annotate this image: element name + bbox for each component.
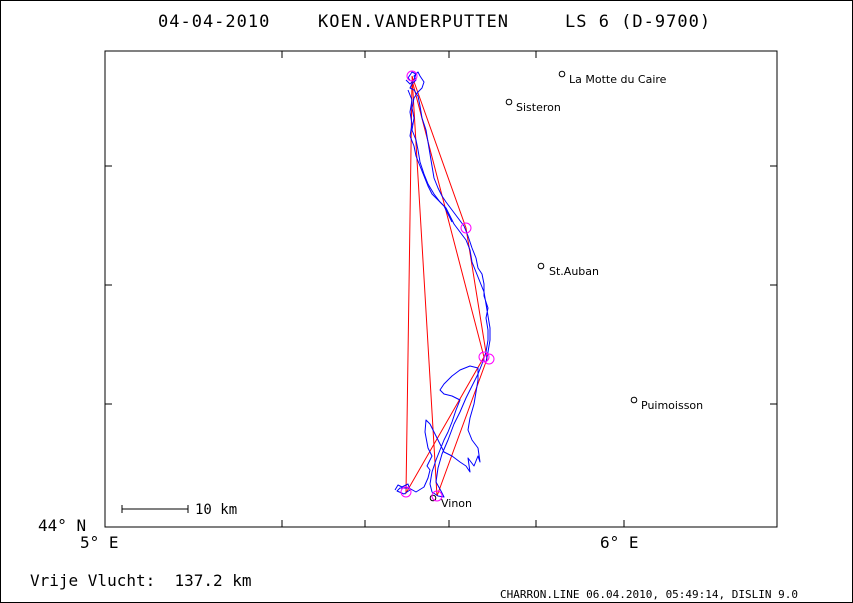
axis-ticks [105, 51, 777, 527]
turnpoint-start [406, 70, 418, 82]
glider-id: LS 6 (D-9700) [565, 12, 711, 32]
latitude-label: 44° N [38, 516, 86, 535]
town-marker [630, 396, 638, 404]
task-line [411, 75, 488, 497]
town-puimoisson: Puimoisson [630, 396, 703, 412]
town-marker [558, 70, 566, 78]
turnpoint-1 [460, 222, 472, 234]
town-label: St.Auban [549, 265, 599, 278]
town-label: Vinon [441, 497, 472, 510]
track-segment [407, 89, 453, 223]
turnpoint-finish [431, 490, 443, 502]
town-label: Puimoisson [641, 399, 703, 412]
town-st-auban: St.Auban [537, 262, 599, 278]
turnpoint-3 [400, 486, 412, 498]
town-marker [429, 494, 437, 502]
town-la-motte-du-caire: La Motte du Caire [558, 70, 667, 86]
town-marker [505, 98, 513, 106]
longitude-label-5e: 5° E [80, 533, 119, 552]
town-label: Sisteron [516, 101, 561, 114]
task-lines [405, 75, 488, 497]
map-frame [104, 50, 778, 528]
turnpoints [400, 70, 495, 502]
town-sisteron: Sisteron [505, 98, 561, 114]
plot-credit: CHARRON.LINE 06.04.2010, 05:49:14, DISLI… [500, 588, 798, 601]
scale-bar-label: 10 km [195, 502, 237, 518]
flight-date: 04-04-2010 [158, 12, 270, 32]
turnpoint-2a [478, 351, 490, 363]
track-segment [394, 71, 491, 498]
task-line [405, 79, 485, 495]
track-segment [405, 71, 417, 85]
flight-track [394, 71, 491, 498]
turnpoint-2b [483, 353, 495, 365]
pilot-name: KOEN.VANDERPUTTEN [318, 12, 509, 32]
town-label: La Motte du Caire [569, 73, 667, 86]
longitude-label-6e: 6° E [600, 533, 639, 552]
town-marker [537, 262, 545, 270]
free-flight-distance: Vrije Vlucht: 137.2 km [30, 571, 252, 590]
scale-bar [121, 505, 189, 513]
town-vinon: Vinon [429, 494, 472, 510]
